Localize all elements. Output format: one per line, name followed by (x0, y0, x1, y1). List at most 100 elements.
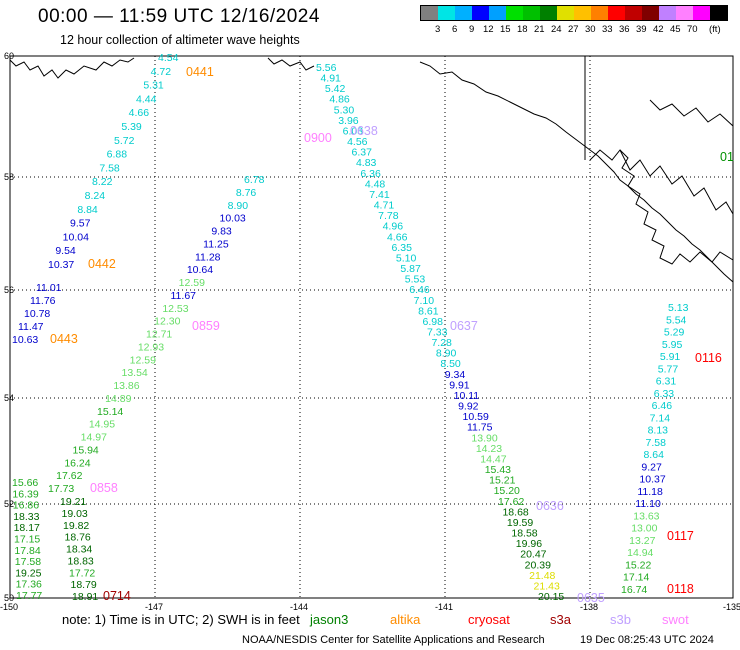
legend-tick-label: 18 (517, 24, 528, 35)
s3b-value-label: 17.62 (498, 496, 524, 508)
swot-value-label: 15.94 (73, 444, 99, 456)
s3b-value-label: 7.78 (378, 210, 399, 222)
map-title: 00:00 — 11:59 UTC 12/16/2024 (38, 6, 320, 27)
pass-time-label: 0638 (350, 124, 378, 138)
altika-value-label: 5.31 (143, 80, 164, 92)
altika-value-label: 10.04 (63, 231, 89, 243)
footer-generated-time: 19 Dec 08:25:43 UTC 2024 (580, 634, 714, 646)
footer-note: note: 1) Time is in UTC; 2) SWH is in fe… (62, 612, 300, 627)
legend-swatch (676, 6, 693, 20)
altika-value-label: 8.24 (85, 190, 106, 202)
legend-swatch (472, 6, 489, 20)
pass-time-label: 0859 (192, 319, 220, 333)
s3b-value-label: 5.42 (325, 83, 346, 95)
cryosat-value-label: 16.74 (621, 584, 647, 596)
cryosat-value-label: 13.27 (629, 535, 655, 547)
swot-value-label: 11.67 (171, 290, 197, 302)
s3b-value-label: 21.43 (534, 580, 560, 592)
legend-tick-label: 24 (551, 24, 562, 35)
legend-unit: (ft) (709, 24, 721, 35)
legend-tick-label: 42 (653, 24, 664, 35)
s3b-value-label: 4.71 (374, 200, 395, 212)
pass-time-label: 01 (720, 150, 734, 164)
legend-swatch (693, 6, 710, 20)
cryosat-value-label: 5.95 (662, 339, 683, 351)
cryosat-value-label: 13.63 (633, 510, 659, 522)
legend-swatch (540, 6, 557, 20)
swot-value-label: 18.17 (14, 522, 40, 534)
longitude-label: -141 (435, 602, 453, 612)
legend-swatch (710, 6, 727, 20)
cryosat-value-label: 17.14 (623, 572, 649, 584)
coastline-prince-william (267, 57, 315, 71)
altika-value-label: 5.72 (114, 135, 135, 147)
altika-value-label: 10.37 (48, 259, 74, 271)
swot-value-label: 19.25 (15, 567, 41, 579)
swot-value-label: 12.53 (162, 303, 188, 315)
satellite-key-jason3: jason3 (310, 612, 349, 627)
altika-value-label: 6.88 (107, 149, 128, 161)
legend-tick-label: 12 (483, 24, 494, 35)
s3b-value-label: 4.48 (365, 178, 386, 190)
swot-value-label: 13.86 (113, 380, 139, 392)
swot-value-label: 17.73 (48, 483, 74, 495)
swot-value-label: 19.03 (62, 508, 88, 520)
legend-swatch (506, 6, 523, 20)
swot-value-label: 18.33 (13, 511, 39, 523)
legend-tick-label: 3 (435, 24, 441, 35)
legend-swatch (608, 6, 625, 20)
swot-value-label: 8.76 (236, 187, 257, 199)
satellite-key-s3a: s3a (550, 612, 571, 627)
s3b-value-label: 8.90 (436, 348, 457, 360)
pass-time-label: 0637 (450, 319, 478, 333)
cryosat-value-label: 6.31 (656, 376, 677, 388)
s3b-value-label: 15.20 (494, 485, 520, 497)
cryosat-value-label: 5.54 (666, 314, 687, 326)
legend-tick-label: 36 (619, 24, 630, 35)
swot-value-label: 19.21 (60, 496, 86, 508)
swot-value-label: 8.90 (228, 200, 249, 212)
legend-tick-label: 45 (670, 24, 681, 35)
s3b-value-label: 20.39 (525, 559, 551, 571)
cryosat-value-label: 5.13 (668, 302, 689, 314)
altika-value-label: 11.01 (36, 282, 62, 294)
altika-value-label: 11.47 (18, 321, 44, 333)
legend-tick-label: 15 (500, 24, 511, 35)
pass-time-label: 0900 (304, 131, 332, 145)
altika-value-label: 4.44 (136, 93, 157, 105)
legend-swatch (659, 6, 676, 20)
swot-value-label: 18.76 (65, 532, 91, 544)
swot-value-label: 15.14 (97, 406, 123, 418)
s3b-value-label: 20.47 (520, 549, 546, 561)
s3b-value-label: 6.98 (423, 316, 444, 328)
s3b-value-label: 6.46 (409, 284, 430, 296)
s3b-value-label: 9.92 (458, 401, 479, 413)
swot-value-label: 16.86 (13, 500, 39, 512)
swot-value-label: 17.15 (14, 534, 40, 546)
s3b-value-label: 6.35 (391, 242, 412, 254)
altika-value-label: 7.58 (99, 162, 120, 174)
swot-value-label: 11.28 (195, 251, 221, 263)
cryosat-value-label: 8.64 (643, 449, 664, 461)
altika-value-label: 5.39 (121, 121, 142, 133)
swot-value-label: 18.83 (68, 555, 94, 567)
s3b-value-label: 13.90 (471, 432, 497, 444)
s3b-value-label: 7.41 (369, 189, 390, 201)
s3b-value-label: 7.33 (427, 327, 448, 339)
coastline-islands (619, 149, 734, 265)
cryosat-value-label: 7.58 (646, 437, 667, 449)
legend-swatch (489, 6, 506, 20)
swot-value-label: 11.25 (203, 238, 229, 250)
legend-swatch (421, 6, 438, 20)
pass-time-label: 0714 (103, 589, 131, 603)
altika-value-label: 10.63 (12, 334, 38, 346)
legend-swatch (523, 6, 540, 20)
swot-value-label: 17.77 (16, 590, 42, 602)
latitude-label: 56 (4, 285, 14, 295)
s3b-value-label: 9.34 (445, 369, 466, 381)
altika-value-label: 4.72 (151, 66, 172, 78)
satellite-key-swot: swot (662, 612, 689, 627)
latitude-label: 54 (4, 393, 14, 403)
swot-value-label: 14.89 (105, 393, 131, 405)
